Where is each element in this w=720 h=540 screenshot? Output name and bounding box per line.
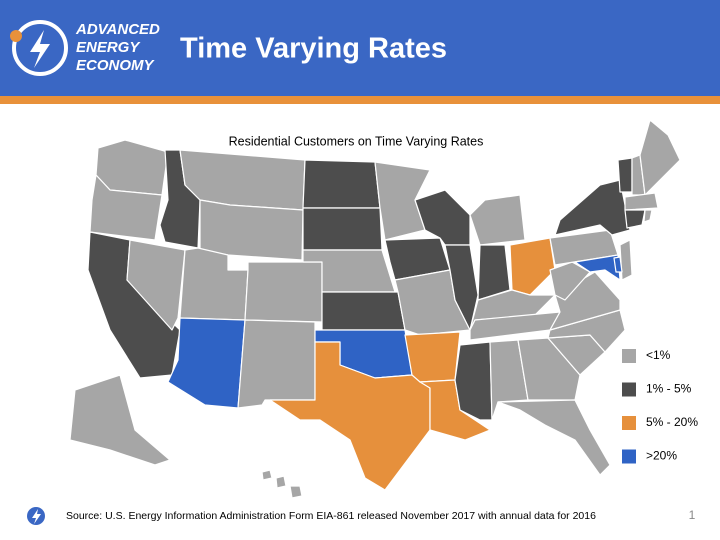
legend-label: 5% - 20% [646, 415, 698, 429]
state [613, 256, 623, 273]
state [289, 485, 303, 499]
state [275, 475, 287, 489]
state [489, 339, 529, 421]
state [549, 271, 621, 331]
state [554, 179, 631, 236]
header-stripe [0, 96, 720, 104]
state [237, 319, 316, 409]
state [617, 157, 633, 193]
state [126, 239, 186, 331]
state [167, 317, 246, 409]
logo-text: ADVANCED [75, 21, 160, 38]
header-bar [0, 0, 720, 96]
state [509, 237, 556, 296]
logo-text: ENERGY [76, 39, 141, 56]
logo-text: ECONOMY [76, 57, 156, 74]
state [302, 207, 383, 251]
state [269, 341, 431, 491]
legend: <1% 1% - 5% 5% - 20% >20% [622, 348, 698, 464]
logo [10, 20, 68, 76]
state [89, 174, 163, 241]
map-title: Residential Customers on Time Varying Ra… [229, 134, 484, 148]
state [624, 192, 659, 211]
state [321, 291, 406, 331]
legend-swatch [622, 349, 636, 363]
legend-swatch [622, 449, 636, 464]
state [619, 239, 633, 281]
state [639, 119, 681, 196]
legend-swatch [622, 416, 636, 430]
legend-label: 1% - 5% [646, 382, 692, 396]
map [69, 119, 681, 499]
slide-title: Time Varying Rates [180, 33, 447, 65]
source-note: Source: U.S. Energy Information Administ… [66, 510, 596, 522]
state [404, 331, 461, 383]
state [624, 209, 646, 229]
state [261, 469, 273, 481]
state [454, 341, 493, 421]
state [574, 254, 621, 281]
state [244, 261, 323, 323]
page-number: 1 [689, 508, 696, 522]
state [414, 189, 471, 246]
state [469, 194, 526, 246]
legend-swatch [622, 382, 636, 397]
state [497, 399, 611, 476]
legend-label: <1% [646, 348, 671, 362]
state [302, 159, 381, 209]
state [179, 247, 249, 321]
state [643, 209, 653, 223]
footer-logo [27, 507, 45, 525]
state [69, 374, 171, 466]
state [199, 199, 304, 261]
state [517, 337, 581, 401]
legend-label: >20% [646, 449, 677, 463]
